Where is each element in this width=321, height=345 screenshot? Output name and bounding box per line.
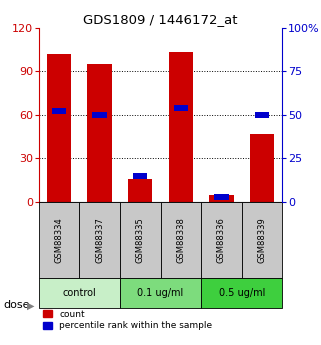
Bar <box>209 195 234 202</box>
Text: 0.5 ug/ml: 0.5 ug/ml <box>219 288 265 298</box>
Bar <box>242 202 282 278</box>
Bar <box>92 112 107 118</box>
Text: GSM88336: GSM88336 <box>217 217 226 263</box>
Bar <box>47 54 71 202</box>
Text: ▶: ▶ <box>27 300 35 310</box>
Bar <box>160 202 201 278</box>
Bar <box>255 112 269 118</box>
Bar <box>52 108 66 114</box>
Text: GSM88338: GSM88338 <box>176 217 185 263</box>
Bar <box>79 202 120 278</box>
Text: GSM88334: GSM88334 <box>54 217 63 263</box>
Bar <box>133 173 147 179</box>
Text: dose: dose <box>3 300 30 310</box>
Text: 0.1 ug/ml: 0.1 ug/ml <box>137 288 184 298</box>
Bar <box>201 278 282 308</box>
Bar <box>120 278 201 308</box>
Legend: count, percentile rank within the sample: count, percentile rank within the sample <box>43 310 213 331</box>
Text: control: control <box>62 288 96 298</box>
Text: GSM88337: GSM88337 <box>95 217 104 263</box>
Bar <box>39 278 120 308</box>
Bar <box>201 202 242 278</box>
Bar <box>169 52 193 202</box>
Bar <box>174 105 188 111</box>
Bar <box>128 179 152 202</box>
Bar <box>87 64 112 202</box>
Bar <box>250 134 274 202</box>
Bar <box>214 194 229 200</box>
Bar <box>39 202 79 278</box>
Text: GSM88335: GSM88335 <box>136 217 145 263</box>
Text: GSM88339: GSM88339 <box>258 217 267 263</box>
Title: GDS1809 / 1446172_at: GDS1809 / 1446172_at <box>83 13 238 27</box>
Bar <box>120 202 160 278</box>
